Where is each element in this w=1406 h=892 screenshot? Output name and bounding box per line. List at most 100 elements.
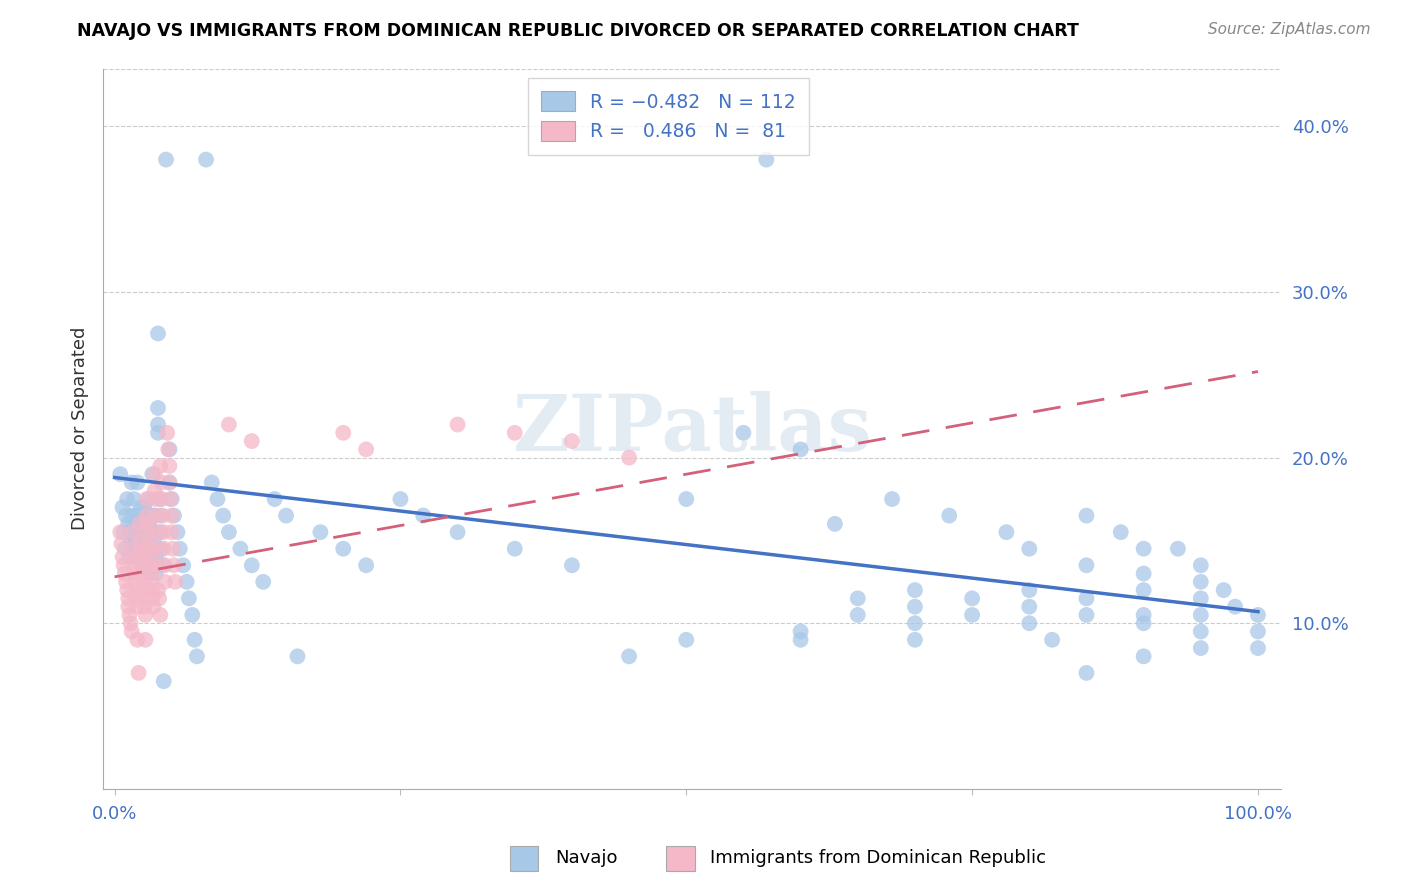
Point [218,417,240,432]
Point [159,475,181,490]
Point [122,516,145,531]
Point [145,508,167,523]
Point [129,549,152,564]
Point [146,583,169,598]
Point [1076,591,1098,606]
Point [995,525,1018,540]
Point [135,508,157,523]
Point [1132,616,1154,631]
Point [122,549,145,564]
Text: Source: ZipAtlas.com: Source: ZipAtlas.com [1208,22,1371,37]
Point [1189,607,1212,622]
Point [183,632,205,647]
Point [135,491,157,506]
Point [146,326,169,341]
Point [150,541,173,556]
Point [1189,641,1212,656]
Point [412,508,434,523]
Point [118,607,141,622]
Point [1076,558,1098,573]
Point [733,425,755,440]
Point [134,558,156,573]
Point [136,533,159,548]
Point [124,566,146,581]
Text: NAVAJO VS IMMIGRANTS FROM DOMINICAN REPUBLIC DIVORCED OR SEPARATED CORRELATION C: NAVAJO VS IMMIGRANTS FROM DOMINICAN REPU… [77,22,1080,40]
Point [146,541,169,556]
Point [166,525,188,540]
Point [1189,591,1212,606]
Point [157,442,180,457]
Point [128,516,150,531]
Point [135,525,157,540]
Point [240,434,263,448]
Point [149,525,172,540]
Point [128,533,150,548]
Point [263,491,285,506]
Point [162,541,184,556]
Point [207,491,229,506]
Point [115,491,138,506]
Point [148,591,170,606]
Point [128,516,150,531]
Point [134,591,156,606]
Point [121,525,143,540]
Point [136,508,159,523]
Point [159,442,181,457]
Point [115,574,138,589]
Point [143,483,166,498]
Point [111,500,134,515]
Point [1247,641,1270,656]
Point [1212,583,1234,598]
Point [131,558,153,573]
Point [110,525,132,540]
Point [846,607,869,622]
Point [160,491,183,506]
Point [789,624,811,639]
Point [145,491,167,506]
Point [134,607,156,622]
Point [165,574,187,589]
Point [117,599,139,614]
Point [136,516,159,531]
Point [904,583,927,598]
Point [129,525,152,540]
Point [675,491,697,506]
Text: ZIPatlas: ZIPatlas [512,391,872,467]
Point [141,591,163,606]
Point [212,508,235,523]
Point [149,508,172,523]
Point [131,566,153,581]
Point [152,558,174,573]
Point [195,153,218,167]
Point [121,541,143,556]
Point [117,591,139,606]
Point [131,541,153,556]
Point [1132,649,1154,664]
Point [152,674,174,689]
Point [446,525,468,540]
Point [153,574,176,589]
Point [141,583,163,598]
Point [1132,541,1154,556]
Point [354,442,377,457]
Point [1247,607,1270,622]
Point [1189,558,1212,573]
Point [446,417,468,432]
Point [117,516,139,531]
Point [287,649,309,664]
Point [118,525,141,540]
Point [938,508,960,523]
Point [149,458,172,473]
Point [121,508,143,523]
Point [904,632,927,647]
Point [172,558,194,573]
Point [1076,508,1098,523]
Point [138,516,160,531]
Point [142,533,165,548]
Point [141,574,163,589]
Point [120,616,142,631]
Point [152,541,174,556]
Point [1018,541,1040,556]
Point [146,417,169,432]
Point [128,549,150,564]
